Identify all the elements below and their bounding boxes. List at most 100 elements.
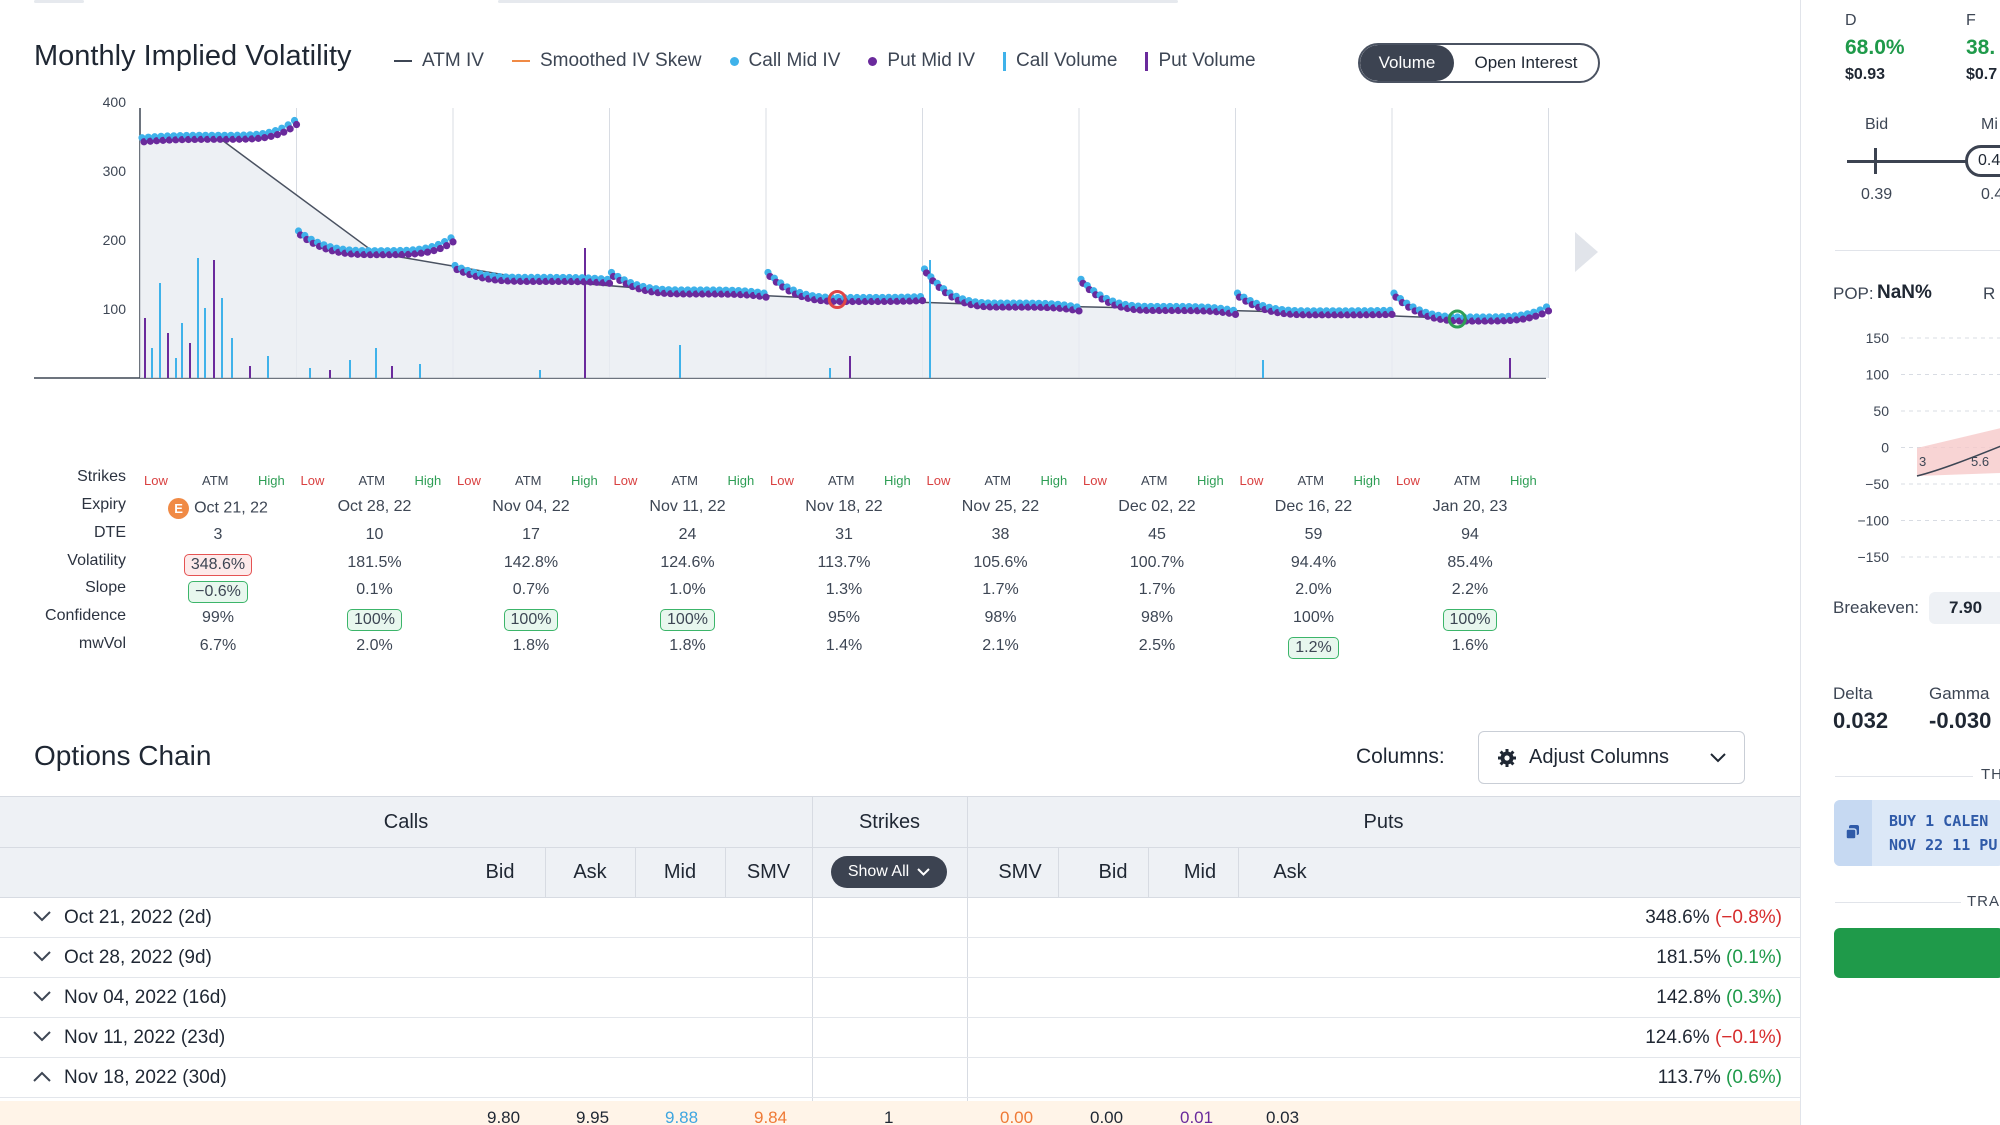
expiry-row[interactable]: Oct 28, 2022 (9d) 181.5% (0.1%) bbox=[0, 938, 1800, 978]
show-all-strikes-button[interactable]: Show All bbox=[831, 856, 947, 888]
strike-high-label[interactable]: High bbox=[1040, 473, 1068, 488]
stat-slope-cell: 1.7% bbox=[923, 581, 1079, 599]
strike-high-label[interactable]: High bbox=[1510, 473, 1537, 488]
selected-strike-marker[interactable] bbox=[827, 289, 847, 309]
stat-expiry-cell[interactable]: Dec 02, 22 bbox=[1079, 498, 1235, 516]
stat-expiry-cell[interactable]: Oct 28, 22 bbox=[297, 498, 453, 516]
stat-value: 100% bbox=[1293, 609, 1334, 626]
put-smv-column[interactable]: SMV bbox=[998, 861, 1042, 883]
strike-atm-label[interactable]: ATM bbox=[515, 473, 542, 488]
trade-label: TRADE bbox=[1967, 893, 2000, 910]
top-tab-stub[interactable] bbox=[34, 0, 84, 3]
stat-expiry-cell[interactable]: Nov 18, 22 bbox=[766, 498, 922, 516]
stat-dte-cell: 17 bbox=[453, 526, 609, 544]
strike-atm-label[interactable]: ATM bbox=[202, 473, 229, 488]
chevron-down-icon[interactable] bbox=[33, 1030, 51, 1042]
selected-strike-marker[interactable] bbox=[1447, 309, 1467, 329]
strike-high-label[interactable]: High bbox=[258, 473, 285, 488]
strike-low-label[interactable]: Low bbox=[144, 473, 168, 488]
call-mid-column[interactable]: Mid bbox=[663, 861, 697, 883]
expiry-row[interactable]: Oct 21, 2022 (2d) 348.6% (−0.8%) bbox=[0, 898, 1800, 938]
chevron-down-icon[interactable] bbox=[33, 910, 51, 922]
column-divider bbox=[635, 848, 636, 898]
chevron-up-icon[interactable] bbox=[33, 1070, 51, 1082]
stat-expiry-cell[interactable]: Nov 25, 22 bbox=[923, 498, 1079, 516]
expiry-row[interactable]: Nov 04, 2022 (16d) 142.8% (0.3%) bbox=[0, 978, 1800, 1018]
strike-low-label[interactable]: Low bbox=[457, 473, 481, 488]
adjust-columns-button[interactable]: Adjust Columns bbox=[1478, 731, 1745, 784]
stat-value: 59 bbox=[1304, 526, 1323, 543]
stat-expiry-cell[interactable]: Nov 11, 22 bbox=[610, 498, 766, 516]
gamma-label: Gamma bbox=[1929, 684, 1990, 703]
copy-icon[interactable] bbox=[1845, 824, 1861, 840]
volume-oi-toggle[interactable]: Volume Open Interest bbox=[1358, 43, 1600, 83]
legend-item[interactable]: Put Mid IV bbox=[868, 50, 975, 72]
trade-button[interactable] bbox=[1834, 928, 2000, 978]
expiry-row[interactable]: Nov 11, 2022 (23d) 124.6% (−0.1%) bbox=[0, 1018, 1800, 1058]
call-smv-column[interactable]: SMV bbox=[746, 861, 791, 883]
strike-atm-label[interactable]: ATM bbox=[984, 473, 1011, 488]
stat-expiry-cell[interactable]: Jan 20, 23 bbox=[1392, 498, 1548, 516]
strike-high-label[interactable]: High bbox=[571, 473, 598, 488]
strike-low-label[interactable]: Low bbox=[1239, 473, 1264, 488]
strike-atm-label[interactable]: ATM bbox=[358, 473, 385, 488]
strike-atm-label[interactable]: ATM bbox=[828, 473, 855, 488]
expiry-row[interactable]: Nov 18, 2022 (30d) 113.7% (0.6%) bbox=[0, 1058, 1800, 1098]
delta-label: Delta bbox=[1833, 684, 1873, 703]
stat-expiry-cell[interactable]: Nov 04, 22 bbox=[453, 498, 609, 516]
strike-atm-label[interactable]: ATM bbox=[671, 473, 698, 488]
call-bid-column[interactable]: Bid bbox=[485, 861, 515, 883]
stat-value: 24 bbox=[678, 526, 697, 543]
y-tick-label: 400 bbox=[103, 94, 127, 110]
stat-expiry-cell[interactable]: E Oct 21, 22 bbox=[140, 498, 296, 519]
order-summary[interactable]: BUY 1 CALEN NOV 22 11 PU bbox=[1834, 800, 2000, 866]
pnl-chart[interactable]: 150 100 50 0 −50 −100 −150 3 5.6 bbox=[1801, 318, 2000, 568]
stat-value: 94.4% bbox=[1290, 554, 1337, 571]
strike-atm-label[interactable]: ATM bbox=[1141, 473, 1168, 488]
strike-high-label[interactable]: High bbox=[1197, 473, 1224, 488]
strike-atm-label[interactable]: ATM bbox=[1297, 473, 1324, 488]
chevron-down-icon[interactable] bbox=[33, 950, 51, 962]
call-ask-column[interactable]: Ask bbox=[573, 861, 607, 883]
strike-low-label[interactable]: Low bbox=[1396, 473, 1420, 488]
pnl-tick-label: 100 bbox=[1866, 367, 1890, 383]
pop-label: POP: bbox=[1833, 284, 1874, 303]
stat-volatility-cell: 181.5% bbox=[297, 554, 453, 572]
strike-atm-label[interactable]: ATM bbox=[1454, 473, 1481, 488]
option-row[interactable]: 9.80 9.95 9.88 9.84 1 0.00 0.00 0.01 0.0… bbox=[0, 1101, 1800, 1125]
strike-low-label[interactable]: Low bbox=[613, 473, 638, 488]
stat-value: Nov 18, 22 bbox=[805, 498, 883, 515]
strike-low-label[interactable]: Low bbox=[926, 473, 951, 488]
legend-item[interactable]: Call Mid IV bbox=[729, 50, 840, 72]
strike-high-label[interactable]: High bbox=[727, 473, 755, 488]
chevron-down-icon[interactable] bbox=[33, 990, 51, 1002]
leg-d-percent: 68.0% bbox=[1845, 36, 1905, 59]
top-tab-stub[interactable] bbox=[498, 0, 1178, 3]
open-interest-toggle-option[interactable]: Open Interest bbox=[1474, 53, 1578, 72]
legend-item[interactable]: ATM IV bbox=[394, 50, 484, 72]
volatility-chart[interactable]: 400 300 200 100 bbox=[0, 90, 1600, 470]
legend-marker bbox=[1003, 51, 1007, 71]
price-slider-handle[interactable]: 0.4 bbox=[1965, 145, 2000, 177]
put-ask-column[interactable]: Ask bbox=[1273, 861, 1307, 883]
strike-high-label[interactable]: High bbox=[1353, 473, 1381, 488]
pnl-tick-label: 150 bbox=[1866, 330, 1890, 346]
volume-toggle-option[interactable]: Volume bbox=[1360, 45, 1454, 81]
stats-row-conf: Confidence 99% 100% 100% 100% 95% 98% 98% 100% 10… bbox=[0, 607, 1560, 635]
stat-expiry-cell[interactable]: Dec 16, 22 bbox=[1236, 498, 1392, 516]
next-arrow-icon[interactable] bbox=[1575, 232, 1598, 272]
strike-low-label[interactable]: Low bbox=[1083, 473, 1107, 488]
put-mid-column[interactable]: Mid bbox=[1183, 861, 1217, 883]
price-slider-track[interactable] bbox=[1847, 160, 2000, 163]
strike-high-label[interactable]: High bbox=[414, 473, 442, 488]
strike-high-label[interactable]: High bbox=[884, 473, 911, 488]
legend-item[interactable]: Smoothed IV Skew bbox=[511, 50, 702, 72]
legend-item[interactable]: Call Volume bbox=[1003, 50, 1117, 72]
stat-conf-cell: 100% bbox=[1392, 609, 1548, 631]
strike-low-label[interactable]: Low bbox=[300, 473, 325, 488]
stat-value: 105.6% bbox=[973, 554, 1028, 571]
put-bid-column[interactable]: Bid bbox=[1098, 861, 1128, 883]
legend-item[interactable]: Put Volume bbox=[1145, 50, 1256, 72]
stat-value: 348.6% bbox=[183, 554, 253, 576]
strike-low-label[interactable]: Low bbox=[770, 473, 794, 488]
